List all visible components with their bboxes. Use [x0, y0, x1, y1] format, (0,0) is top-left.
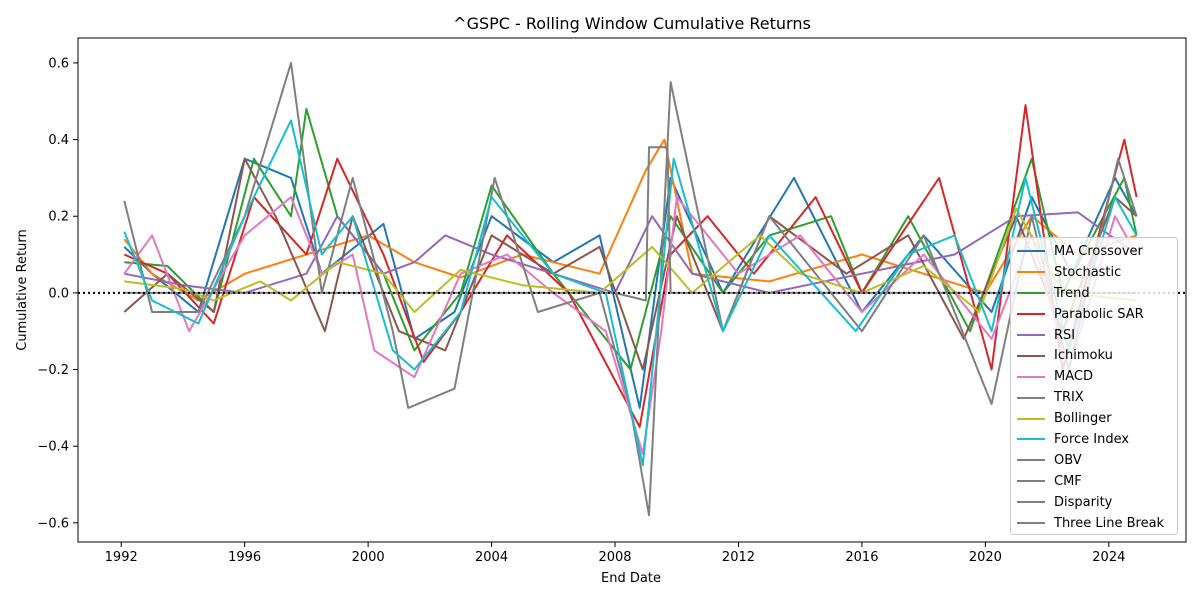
legend-item: Three Line Break [1017, 513, 1177, 534]
legend-item: Force Index [1017, 429, 1177, 450]
x-axis: 1992 1996 2000 2004 2008 2012 2016 2020 2024 [105, 542, 1125, 565]
x-tick-label: 1996 [228, 550, 261, 565]
x-axis-label: End Date [601, 571, 661, 586]
series-line-macd [123, 196, 1138, 455]
legend-swatch [1017, 522, 1045, 525]
y-tick-label: −0.2 [37, 363, 69, 378]
y-axis-label: Cumulative Return [15, 229, 30, 350]
legend-label: Ichimoku [1054, 348, 1113, 364]
plot-frame [77, 37, 1187, 543]
legend-label: MA Crossover [1054, 243, 1143, 259]
legend-label: MACD [1054, 369, 1093, 385]
legend-item: Parabolic SAR [1017, 304, 1177, 325]
legend-swatch [1017, 375, 1045, 378]
x-tick-label: 2024 [1092, 550, 1125, 565]
legend-item: MACD [1017, 366, 1177, 387]
series-line-ichimoku [123, 157, 1138, 371]
legend-label: Trend [1054, 285, 1090, 301]
legend-swatch [1017, 417, 1045, 420]
legend-swatch [1017, 396, 1045, 399]
legend-item: MA Crossover [1017, 241, 1177, 262]
legend-label: Parabolic SAR [1054, 306, 1144, 322]
legend-label: TRIX [1054, 390, 1084, 406]
series-line-three-line-break [124, 146, 1137, 302]
legend-swatch [1017, 292, 1045, 295]
legend-label: Stochastic [1054, 264, 1122, 280]
chart-title: ^GSPC - Rolling Window Cumulative Return… [453, 14, 811, 33]
legend-swatch [1017, 438, 1045, 441]
legend-swatch [1017, 334, 1045, 336]
x-tick-label: 2000 [352, 550, 385, 565]
legend-label: Three Line Break [1054, 515, 1165, 531]
legend-swatch [1017, 271, 1045, 274]
legend-item: OBV [1017, 450, 1177, 471]
legend-label: Disparity [1054, 494, 1113, 510]
legend-swatch [1017, 459, 1045, 462]
y-axis: 0.6 0.4 0.2 0.0 −0.2 −0.4 −0.6 [37, 56, 78, 531]
x-tick-label: 1992 [105, 550, 138, 565]
y-tick-label: 0.2 [48, 210, 69, 225]
legend-swatch [1017, 480, 1045, 483]
legend-item: Trend [1017, 283, 1177, 304]
legend-label: RSI [1054, 327, 1076, 343]
legend: MA Crossover Stochastic Trend Parabolic SAR… [1010, 237, 1178, 535]
legend-item: Ichimoku [1017, 345, 1177, 366]
y-tick-label: 0.0 [48, 286, 69, 301]
legend-label: Bollinger [1054, 411, 1112, 427]
legend-label: OBV [1054, 452, 1082, 468]
legend-item: Disparity [1017, 492, 1177, 513]
legend-item: Bollinger [1017, 408, 1177, 429]
legend-item: CMF [1017, 471, 1177, 492]
y-tick-label: −0.4 [37, 440, 69, 455]
y-tick-label: −0.6 [37, 516, 69, 531]
x-tick-label: 2020 [969, 550, 1002, 565]
x-tick-label: 2016 [845, 550, 878, 565]
legend-swatch [1017, 501, 1045, 504]
x-tick-label: 2008 [598, 550, 631, 565]
legend-swatch [1017, 354, 1045, 357]
y-tick-label: 0.6 [48, 56, 69, 71]
legend-label: CMF [1054, 473, 1082, 489]
y-tick-label: 0.4 [48, 133, 69, 148]
legend-item: RSI [1017, 325, 1177, 346]
legend-item: TRIX [1017, 387, 1177, 408]
x-tick-label: 2004 [475, 550, 508, 565]
legend-label: Force Index [1054, 431, 1130, 447]
legend-item: Stochastic [1017, 262, 1177, 283]
x-tick-label: 2012 [722, 550, 755, 565]
legend-swatch [1017, 250, 1045, 253]
plot-lines [123, 61, 1138, 517]
series-line-rsi [124, 211, 1138, 294]
legend-swatch [1017, 313, 1045, 316]
